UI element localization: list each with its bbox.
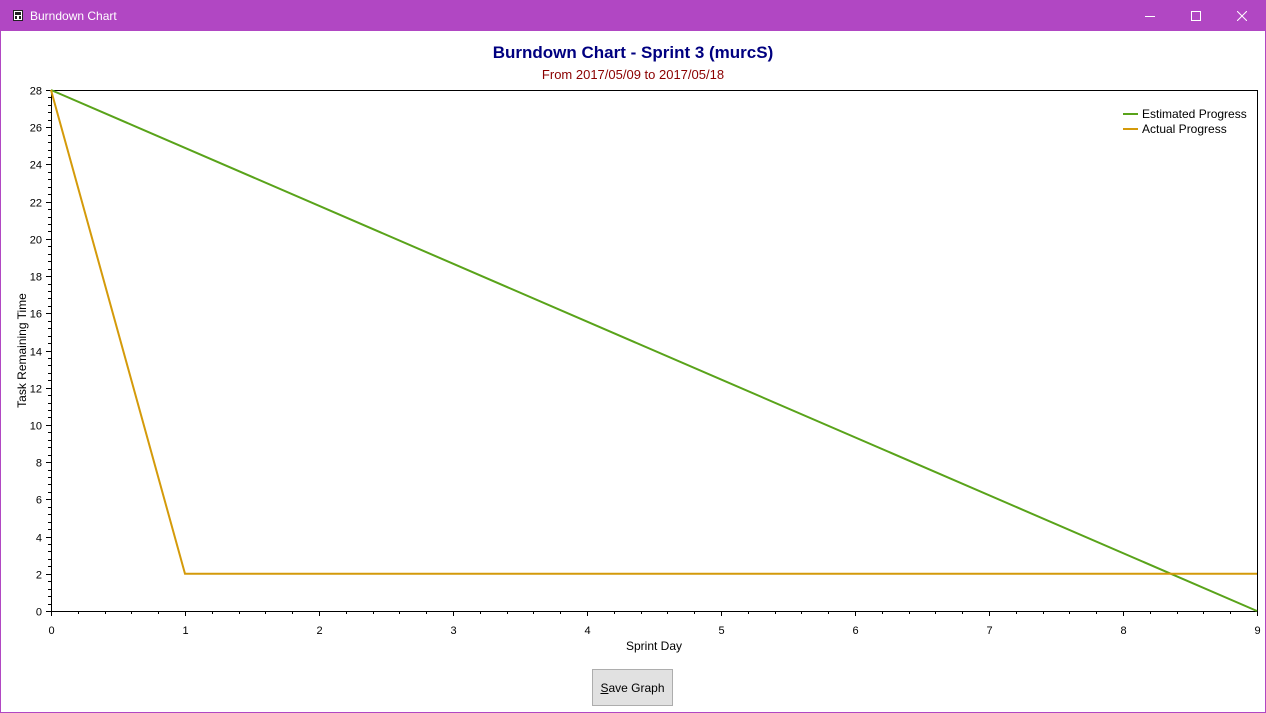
y-tick-label: 4 <box>36 533 42 545</box>
save-label: ave Graph <box>608 680 665 695</box>
x-tick-label: 3 <box>450 625 456 637</box>
x-tick-label: 5 <box>718 625 724 637</box>
y-tick-label: 16 <box>30 309 42 321</box>
save-mnemonic: S <box>600 680 609 695</box>
y-tick-label: 10 <box>30 421 42 433</box>
window-title: Burndown Chart <box>30 9 117 23</box>
maximize-icon <box>1191 11 1201 21</box>
x-tick-label: 1 <box>182 625 188 637</box>
title-bar[interactable]: Burndown Chart <box>1 1 1265 31</box>
series-group <box>50 89 1258 612</box>
y-tick-label: 18 <box>30 272 42 284</box>
x-tick-label: 6 <box>852 625 858 637</box>
legend-label-estimated-progress: Estimated Progress <box>1142 107 1247 121</box>
minimize-button[interactable] <box>1127 1 1173 31</box>
y-tick-label: 2 <box>36 570 42 582</box>
legend-label-actual-progress: Actual Progress <box>1142 122 1227 136</box>
x-tick-label: 0 <box>48 625 54 637</box>
x-tick-label: 4 <box>584 625 590 637</box>
chart-subtitle: From 2017/05/09 to 2017/05/18 <box>541 67 725 82</box>
save-graph-button[interactable]: Save Graph <box>592 669 673 706</box>
y-tick-label: 6 <box>36 495 42 507</box>
chart-title: Burndown Chart - Sprint 3 (murcS) <box>492 43 774 62</box>
y-tick-label: 0 <box>36 607 42 619</box>
x-tick-label: 2 <box>316 625 322 637</box>
close-button[interactable] <box>1219 1 1265 31</box>
app-icon <box>13 10 23 21</box>
x-axis-label: Sprint Day <box>626 639 682 653</box>
y-tick-label: 28 <box>30 86 42 98</box>
y-tick-label: 24 <box>30 160 42 172</box>
y-tick-label: 8 <box>36 458 42 470</box>
close-icon <box>1237 11 1247 21</box>
estimated-progress-line <box>50 89 1258 612</box>
plot-area <box>51 90 1258 612</box>
maximize-button[interactable] <box>1173 1 1219 31</box>
minimize-icon <box>1145 16 1155 17</box>
actual-progress-line <box>50 89 1257 575</box>
y-tick-label: 12 <box>30 384 42 396</box>
y-tick-label: 14 <box>30 347 42 359</box>
x-tick-label: 9 <box>1254 625 1260 637</box>
y-axis-label: Task Remaining Time <box>15 293 29 408</box>
y-tick-label: 20 <box>30 235 42 247</box>
x-tick-label: 8 <box>1120 625 1126 637</box>
x-tick-label: 7 <box>986 625 992 637</box>
y-tick-label: 22 <box>30 198 42 210</box>
y-tick-label: 26 <box>30 123 42 135</box>
axis-ticks <box>46 90 1258 616</box>
